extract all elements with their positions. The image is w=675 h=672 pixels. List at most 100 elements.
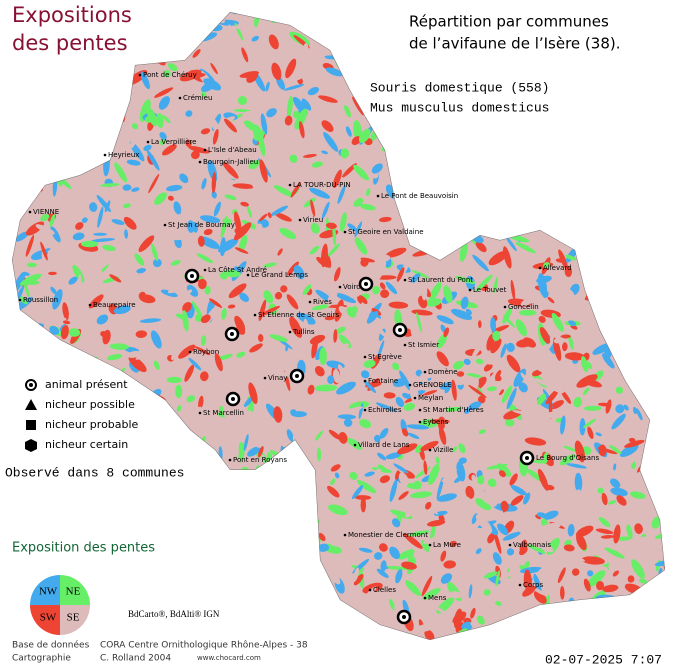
slope-patch [615,404,625,414]
slope-patch [384,656,395,672]
slope-patch [463,358,471,366]
quadrant-label: NE [66,586,81,598]
slope-patch [151,243,159,262]
slope-patch [536,366,556,377]
slope-patch [154,87,174,98]
slope-patch [362,586,377,604]
slope-patch [286,622,303,637]
slope-patch [647,275,653,282]
slope-patch [525,166,534,175]
quadrant-label: NW [39,586,58,598]
slope-patch [73,556,97,561]
slope-patch [482,659,490,668]
slope-patch [573,396,582,408]
slope-patch [654,559,665,567]
slope-patch [0,324,6,337]
slope-patch [448,433,456,439]
slope-patch [561,342,568,352]
slope-patch [101,629,116,640]
slope-patch [353,120,362,141]
slope-patch [649,248,654,265]
slope-patch [387,12,398,17]
town-dot [423,370,427,374]
slope-patch [389,546,400,559]
slope-patch [195,297,214,302]
slope-patch [444,133,467,143]
slope-patch [173,201,182,215]
slope-patch [561,626,569,640]
slope-patch [255,548,273,558]
slope-patch [631,315,648,327]
slope-patch [406,424,429,430]
slope-patch [248,382,258,405]
slope-patch [168,428,184,445]
footer-label: Base de données [12,640,90,651]
slope-patch [631,204,640,214]
slope-patch [565,551,586,562]
slope-patch [560,389,572,404]
slope-patch [628,335,644,346]
slope-patch [280,366,297,379]
slope-patch [222,161,239,179]
slope-patch [383,222,396,244]
slope-patch [502,500,507,513]
slope-patch [225,566,234,578]
slope-patch [451,379,457,401]
slope-patch [193,578,200,593]
slope-patch [642,145,652,164]
slope-patch [630,257,638,276]
slope-patch [569,68,580,75]
slope-patch [503,246,512,269]
slope-patch [342,343,350,348]
slope-patch [25,235,35,257]
slope-patch [21,197,32,205]
slope-patch [338,306,349,316]
slope-patch [92,608,115,617]
slope-patch [595,581,605,591]
slope-patch [422,536,440,544]
slope-patch [79,129,85,143]
slope-patch [12,483,32,500]
slope-patch [241,47,249,63]
town-dot [428,448,432,452]
slope-patch [550,79,567,95]
town-label: St Egrève [368,353,402,361]
slope-patch [13,356,22,365]
slope-patch [411,642,420,651]
slope-patch [30,634,41,638]
slope-patch [138,291,146,300]
slope-patch [209,298,223,308]
slope-patch [470,607,476,619]
slope-patch [326,76,336,82]
slope-patch [408,530,430,537]
slope-patch [260,552,268,562]
slope-patch [43,164,51,172]
slope-patch [244,552,248,566]
slope-patch [228,516,237,534]
town-label: Monestier de Clermont [348,531,428,539]
slope-patch [177,126,186,148]
slope-patch [167,581,175,604]
slope-patch [458,443,466,454]
slope-patch [380,560,387,572]
slope-patch [140,12,146,16]
slope-patch [623,100,632,119]
slope-patch [319,578,330,583]
slope-patch [327,375,335,385]
slope-patch [554,96,564,109]
town-label: Valbonnais [513,541,551,549]
slope-patch [369,496,379,506]
slope-patch [599,608,609,618]
slope-patch [296,605,318,616]
slope-patch [289,154,298,163]
slope-patch [536,632,557,640]
town-label: La Verpillière [151,138,196,146]
slope-patch [61,61,72,68]
slope-patch [179,652,187,672]
slope-patch [204,285,211,295]
slope-patch [366,58,383,68]
slope-patch [162,587,174,594]
slope-patch [273,185,294,197]
slope-patch [568,334,574,350]
